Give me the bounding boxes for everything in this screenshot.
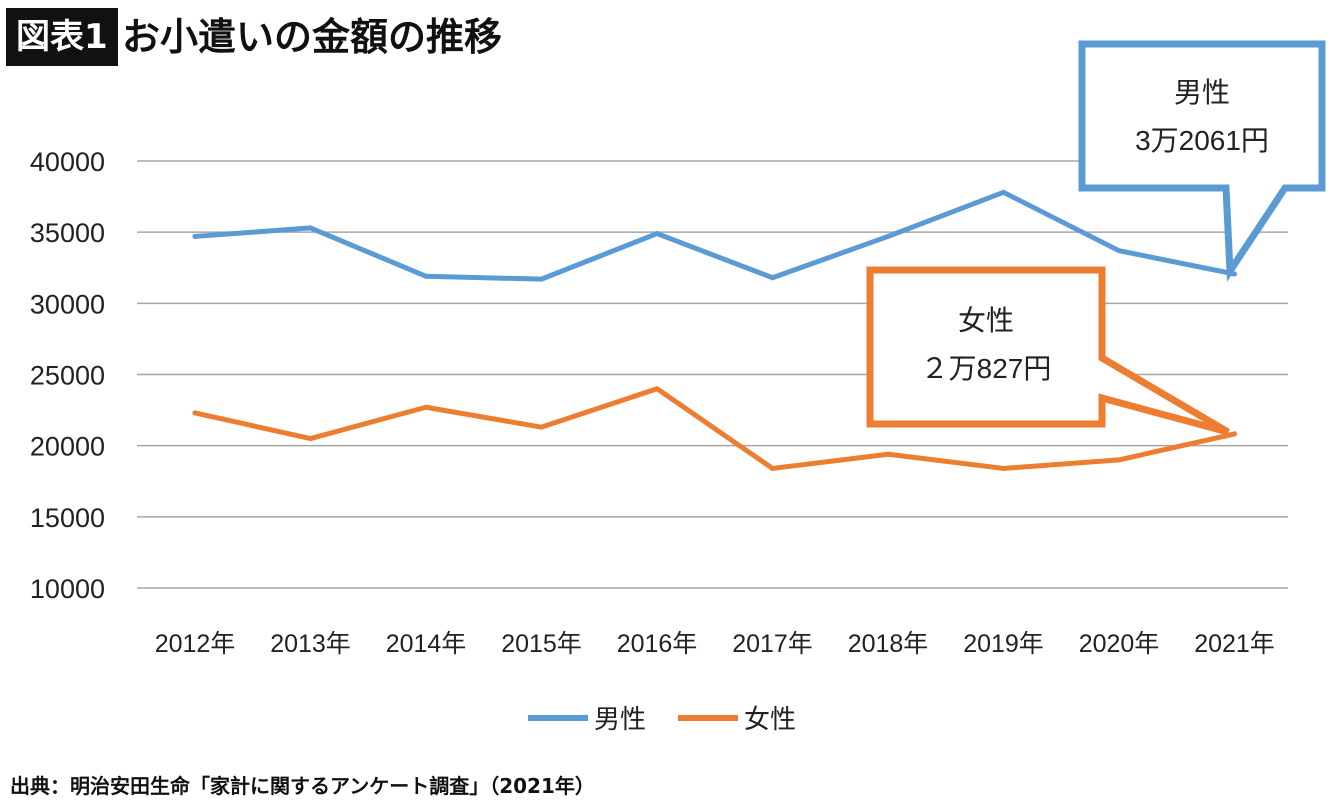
female-callout-box xyxy=(866,266,1230,436)
x-tick-label: 2021年 xyxy=(1194,630,1275,658)
y-axis-ticks: 10000 15000 20000 25000 30000 35000 40000 xyxy=(30,147,105,604)
male-data-point xyxy=(770,275,775,281)
x-tick-label: 2018年 xyxy=(848,630,929,658)
x-tick-label: 2016年 xyxy=(617,630,698,658)
female-callout-label: 女性 xyxy=(958,305,1014,336)
female-data-point xyxy=(192,410,198,416)
chart-title: お小遣いの金額の推移 xyxy=(122,15,503,59)
female-data-point xyxy=(770,465,775,471)
y-tick-label: 15000 xyxy=(30,503,105,533)
female-data-point xyxy=(308,436,313,442)
x-tick-label: 2013年 xyxy=(270,630,351,658)
male-callout: 男性 3万2061円 xyxy=(1078,40,1326,282)
source-note: 出典：明治安田生命「家計に関するアンケート調査」（2021年） xyxy=(10,774,595,798)
x-tick-label: 2017年 xyxy=(732,630,813,658)
x-axis-ticks: 2012年 2013年 2014年 2015年 2016年 2017年 2018年 2019年… xyxy=(155,630,1275,658)
female-data-point xyxy=(539,424,544,430)
male-callout-label: 男性 xyxy=(1174,77,1230,108)
x-tick-label: 2014年 xyxy=(386,630,467,658)
x-tick-label: 2020年 xyxy=(1079,630,1160,658)
male-data-point xyxy=(308,225,313,231)
female-callout-value: ２万827円 xyxy=(921,353,1052,384)
y-tick-label: 25000 xyxy=(30,361,105,391)
male-data-point xyxy=(885,233,891,239)
female-data-point xyxy=(1001,465,1006,471)
male-data-point xyxy=(539,276,544,282)
x-tick-label: 2015年 xyxy=(501,630,582,658)
legend-male-label: 男性 xyxy=(594,704,646,734)
male-data-point xyxy=(423,273,429,279)
female-data-point xyxy=(1232,431,1237,437)
male-data-point xyxy=(1116,248,1122,254)
male-callout-value: 3万2061円 xyxy=(1135,125,1269,156)
y-tick-label: 10000 xyxy=(30,574,105,604)
figure-badge: 図表1 xyxy=(6,8,118,66)
male-data-point xyxy=(1232,271,1237,277)
female-data-point xyxy=(885,451,891,457)
legend: 男性 女性 xyxy=(528,704,796,734)
legend-female-label: 女性 xyxy=(744,704,796,734)
y-tick-label: 20000 xyxy=(30,432,105,462)
male-data-point xyxy=(654,231,660,237)
series xyxy=(192,189,1237,471)
male-data-point xyxy=(1001,189,1006,195)
y-tick-label: 40000 xyxy=(30,147,105,177)
female-data-point xyxy=(1116,457,1122,463)
x-tick-label: 2012年 xyxy=(155,630,236,658)
male-callout-box xyxy=(1078,40,1326,282)
x-tick-label: 2019年 xyxy=(963,630,1044,658)
y-tick-label: 30000 xyxy=(30,289,105,319)
male-data-point xyxy=(192,233,198,239)
y-tick-label: 35000 xyxy=(30,218,105,248)
female-data-point xyxy=(654,386,660,392)
female-callout: 女性 ２万827円 xyxy=(866,266,1230,436)
female-data-point xyxy=(423,404,429,410)
female-series-line xyxy=(192,386,1237,471)
male-series-line xyxy=(192,189,1237,282)
